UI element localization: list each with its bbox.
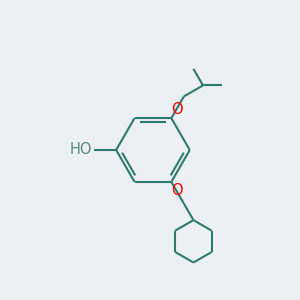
Text: O: O (171, 101, 182, 116)
Text: O: O (171, 184, 182, 199)
Text: HO: HO (69, 142, 92, 157)
